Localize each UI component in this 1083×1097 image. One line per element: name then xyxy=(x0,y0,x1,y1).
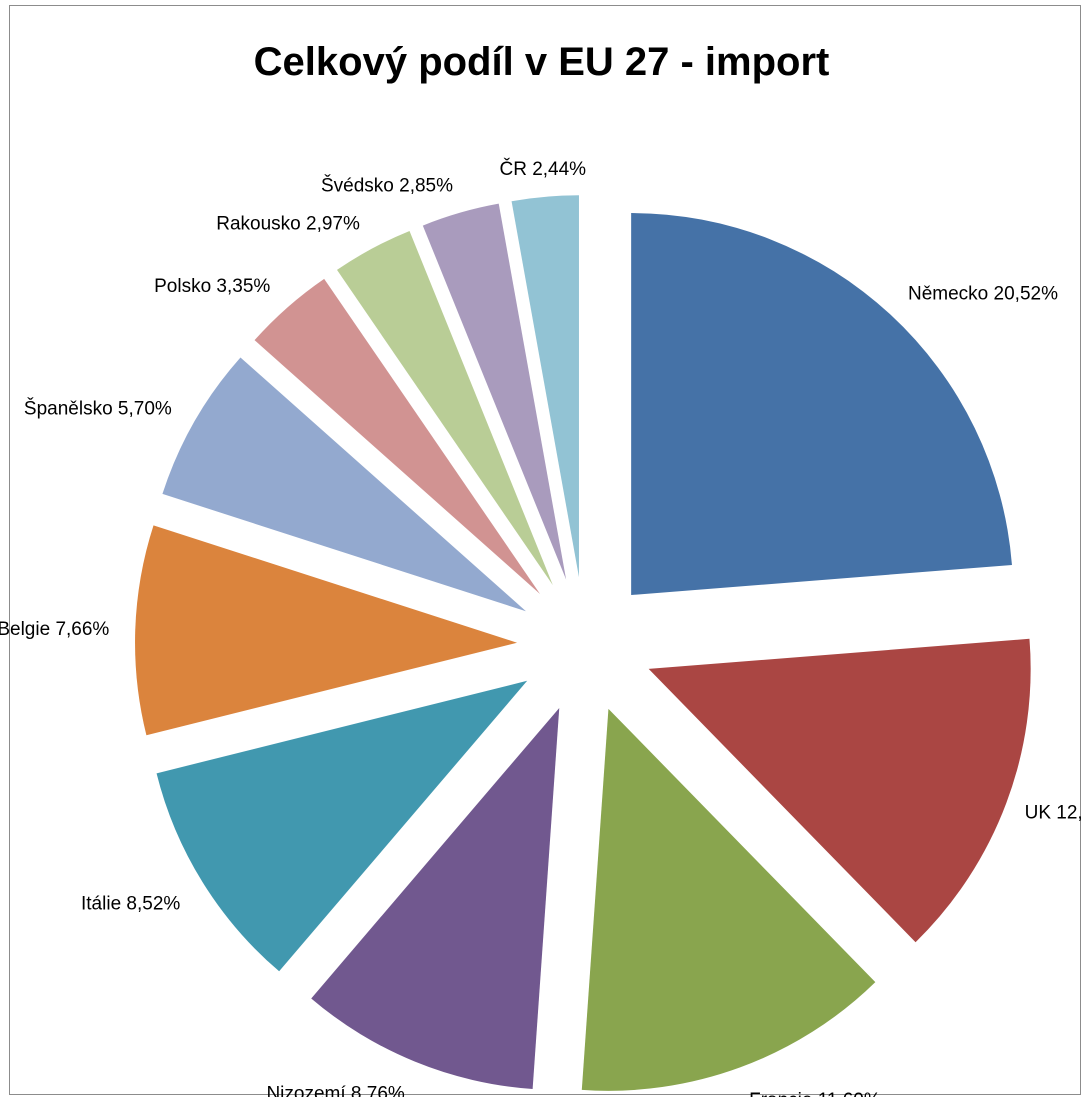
slice-label-5: Itálie 8,52% xyxy=(81,894,180,915)
chart-title: Celkový podíl v EU 27 - import xyxy=(253,40,830,84)
slice-label-8: Polsko 3,35% xyxy=(154,276,270,297)
pie-slice-9 xyxy=(336,230,553,586)
slice-label-11: ČR 2,44% xyxy=(499,158,586,180)
pie-slice-2 xyxy=(648,638,1031,943)
pie-slice-7 xyxy=(162,357,526,612)
pie-slice-5 xyxy=(156,680,528,972)
slice-label-3: Francie 11,60% xyxy=(749,1090,881,1097)
slice-label-6: Belgie 7,66% xyxy=(0,619,109,640)
slice-label-10: Švédsko 2,85% xyxy=(321,175,453,197)
pie-slice-11 xyxy=(511,195,579,578)
pie-slice-10 xyxy=(422,203,567,580)
pie-slice-4 xyxy=(311,707,560,1090)
pie-slice-3 xyxy=(581,708,876,1091)
slice-label-2: UK 12,05% xyxy=(1025,802,1083,823)
slice-label-1: Německo 20,52% xyxy=(908,283,1058,304)
pie-slice-6 xyxy=(135,525,518,736)
pie-slice-8 xyxy=(254,278,541,594)
pie-slice-1 xyxy=(631,213,1012,596)
slice-label-4: Nizozemí 8,76% xyxy=(266,1084,404,1097)
slice-label-7: Španělsko 5,70% xyxy=(24,398,172,420)
slice-label-9: Rakousko 2,97% xyxy=(216,214,360,235)
